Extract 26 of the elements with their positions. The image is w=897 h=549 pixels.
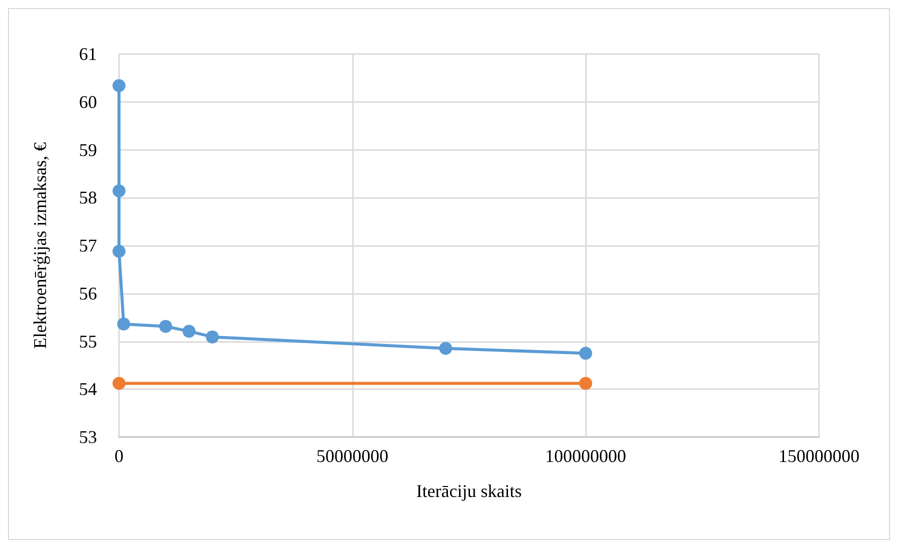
y-tick-label: 53 <box>79 427 97 447</box>
y-tick-label: 60 <box>79 92 97 112</box>
y-tick-label: 58 <box>79 188 97 208</box>
y-axis-title: Elektroenērģijas izmaksas, € <box>30 142 50 349</box>
point <box>206 330 219 344</box>
y-tick-label: 57 <box>79 236 97 256</box>
x-tick-label: 100000000 <box>545 446 626 466</box>
x-tick-label: 0 <box>114 446 124 466</box>
point <box>579 346 592 360</box>
point <box>182 324 196 338</box>
x-axis-title: Iterāciju skaits <box>416 481 522 501</box>
point <box>579 376 592 390</box>
point <box>112 244 126 258</box>
point <box>439 342 452 355</box>
point <box>112 376 126 390</box>
y-tick-label: 59 <box>79 140 97 160</box>
point <box>112 79 126 92</box>
y-tick-label: 55 <box>79 331 97 352</box>
point <box>117 318 130 331</box>
point <box>112 184 126 198</box>
y-tick-label: 56 <box>79 283 97 304</box>
point <box>159 320 172 333</box>
x-tick-label: 150000000 <box>778 446 860 466</box>
x-tick-label: 50000000 <box>316 446 388 466</box>
y-tick-label: 54 <box>79 379 97 400</box>
y-tick-label: 61 <box>79 44 97 64</box>
